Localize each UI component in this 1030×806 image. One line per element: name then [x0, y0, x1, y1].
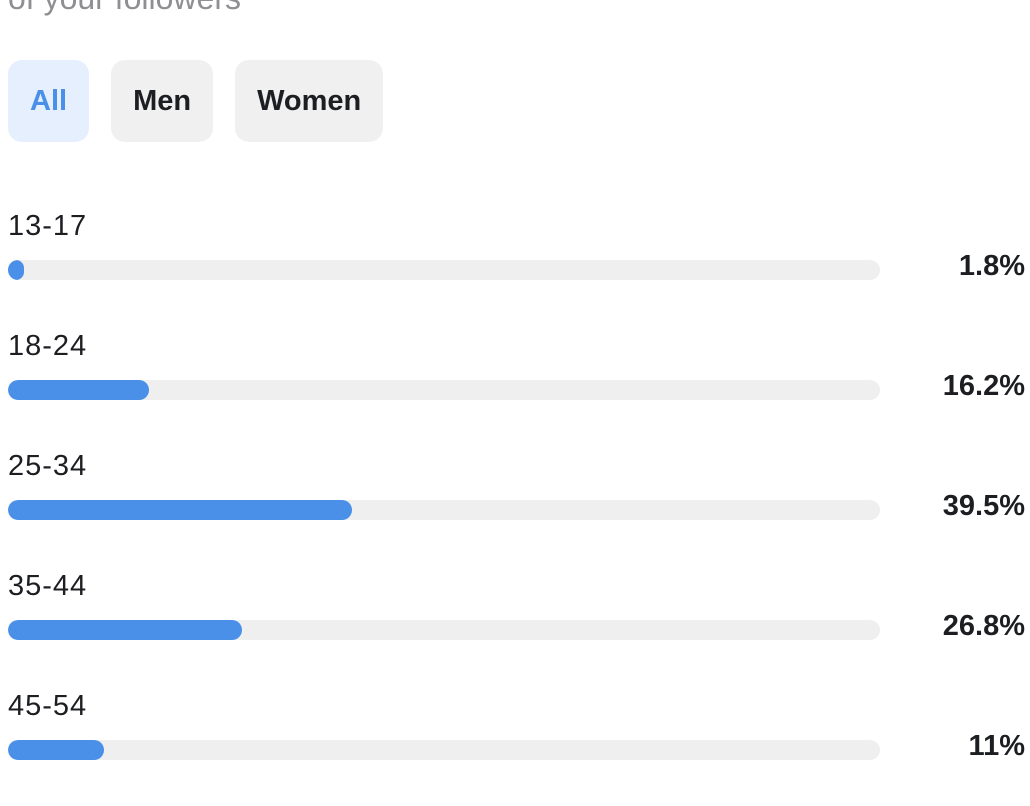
percent-label: 1.8%	[958, 250, 1025, 282]
bar-fill	[8, 500, 353, 520]
age-range-label: 45-54	[8, 690, 88, 722]
age-row: 45-54 11%	[0, 688, 1030, 806]
bar-track	[8, 380, 880, 400]
bar-track	[8, 620, 880, 640]
filter-all-button[interactable]: All	[8, 60, 90, 142]
bar-track	[8, 740, 880, 760]
age-range-label: 13-17	[8, 210, 88, 242]
gender-filter: All Men Women	[8, 60, 384, 142]
percent-label: 26.8%	[942, 610, 1025, 642]
age-row: 35-44 26.8%	[0, 568, 1030, 688]
percent-label: 39.5%	[942, 490, 1025, 522]
bar-fill	[8, 740, 104, 760]
age-range-label: 18-24	[8, 330, 88, 362]
age-row: 25-34 39.5%	[0, 448, 1030, 568]
age-row: 18-24 16.2%	[0, 328, 1030, 448]
panel-subtitle: of your followers	[8, 0, 241, 18]
filter-men-button[interactable]: Men	[111, 60, 214, 142]
percent-label: 11%	[968, 730, 1025, 762]
bar-fill	[8, 260, 24, 280]
age-bars: 13-17 1.8% 18-24 16.2% 25-34 39.5% 35-44…	[0, 208, 1030, 806]
filter-women-button[interactable]: Women	[235, 60, 384, 142]
bar-fill	[8, 620, 242, 640]
percent-label: 16.2%	[942, 370, 1025, 402]
age-row: 13-17 1.8%	[0, 208, 1030, 328]
bar-fill	[8, 380, 150, 400]
age-range-label: 35-44	[8, 570, 88, 602]
bar-track	[8, 500, 880, 520]
bar-track	[8, 260, 880, 280]
age-range-label: 25-34	[8, 450, 88, 482]
